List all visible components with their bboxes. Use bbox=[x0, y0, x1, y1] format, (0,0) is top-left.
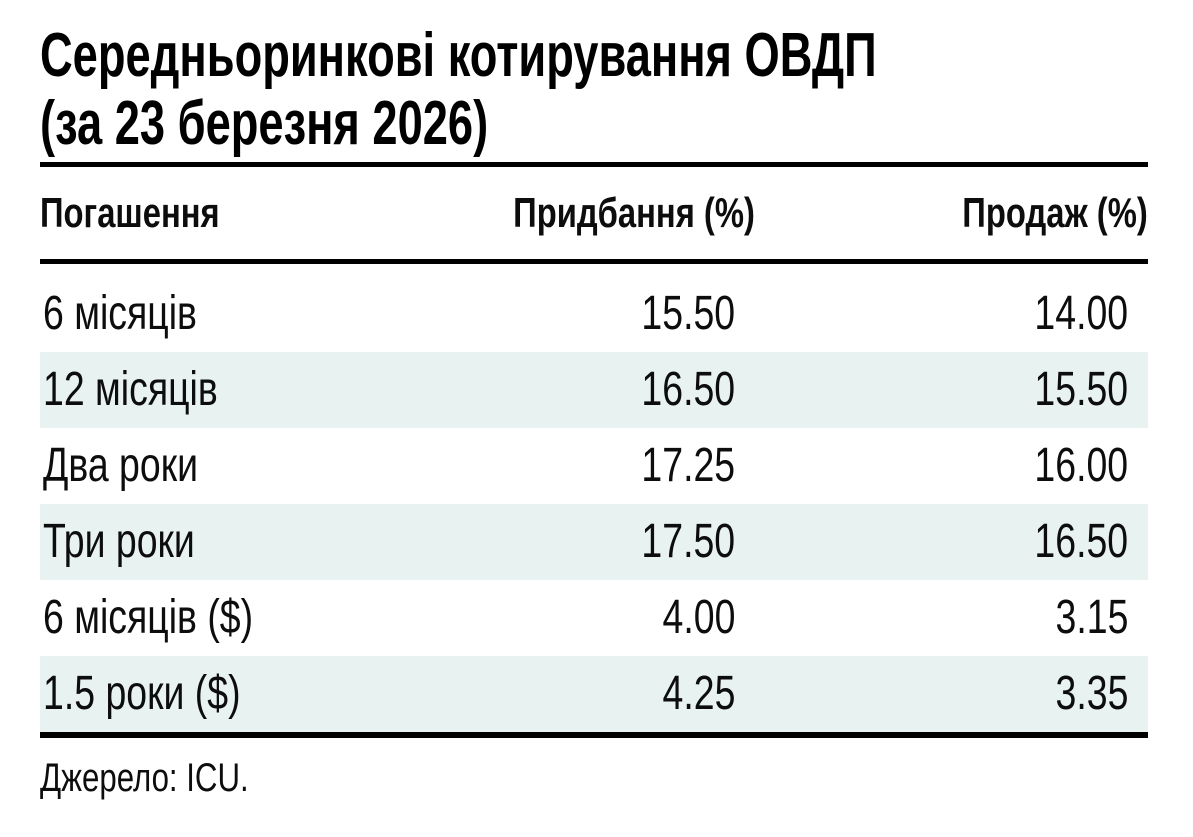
table-header-row: Погашення Придбання (%) Продаж (%) bbox=[40, 167, 1148, 259]
table-row: 6 місяців 15.50 14.00 bbox=[40, 276, 1148, 352]
row-ask-value: 16.50 bbox=[1034, 515, 1128, 568]
bottom-rule bbox=[40, 732, 1148, 738]
bond-quotes-table-figure: Середньоринкові котирування ОВДП (за 23 … bbox=[40, 21, 1148, 802]
row-maturity: 12 місяців bbox=[43, 363, 218, 416]
row-maturity: Три роки bbox=[43, 515, 195, 568]
title-rule bbox=[40, 162, 1148, 167]
row-ask-value: 15.50 bbox=[1034, 363, 1128, 416]
row-maturity: 1.5 роки ($) bbox=[43, 667, 241, 720]
figure-title: Середньоринкові котирування ОВДП (за 23 … bbox=[40, 21, 877, 158]
table-row: 1.5 роки ($) 4.25 3.35 bbox=[40, 656, 1148, 732]
source-note: Джерело: ICU. bbox=[40, 754, 1148, 802]
col-header-bid: Придбання (%) bbox=[513, 189, 755, 236]
row-bid-value: 4.00 bbox=[662, 591, 735, 644]
col-header-maturity: Погашення bbox=[40, 189, 220, 236]
row-bid-value: 15.50 bbox=[641, 287, 735, 340]
row-bid-value: 16.50 bbox=[641, 363, 735, 416]
row-bid-value: 4.25 bbox=[662, 667, 735, 720]
row-ask-value: 14.00 bbox=[1034, 287, 1128, 340]
row-maturity: Два роки bbox=[43, 439, 198, 492]
row-ask-value: 16.00 bbox=[1034, 439, 1128, 492]
table-body: 6 місяців 15.50 14.00 12 місяців 16.50 1… bbox=[40, 264, 1148, 732]
row-ask-value: 3.15 bbox=[1055, 591, 1128, 644]
col-header-ask: Продаж (%) bbox=[962, 189, 1148, 236]
source-note-text: Джерело: ICU. bbox=[40, 756, 249, 800]
row-maturity: 6 місяців bbox=[43, 287, 197, 340]
row-bid-value: 17.25 bbox=[641, 439, 735, 492]
table-row: 12 місяців 16.50 15.50 bbox=[40, 352, 1148, 428]
row-maturity: 6 місяців ($) bbox=[43, 591, 254, 644]
table-row: Два роки 17.25 16.00 bbox=[40, 428, 1148, 504]
header-rule bbox=[40, 259, 1148, 264]
row-bid-value: 17.50 bbox=[641, 515, 735, 568]
row-ask-value: 3.35 bbox=[1055, 667, 1128, 720]
table-row: 6 місяців ($) 4.00 3.15 bbox=[40, 580, 1148, 656]
table-row: Три роки 17.50 16.50 bbox=[40, 504, 1148, 580]
